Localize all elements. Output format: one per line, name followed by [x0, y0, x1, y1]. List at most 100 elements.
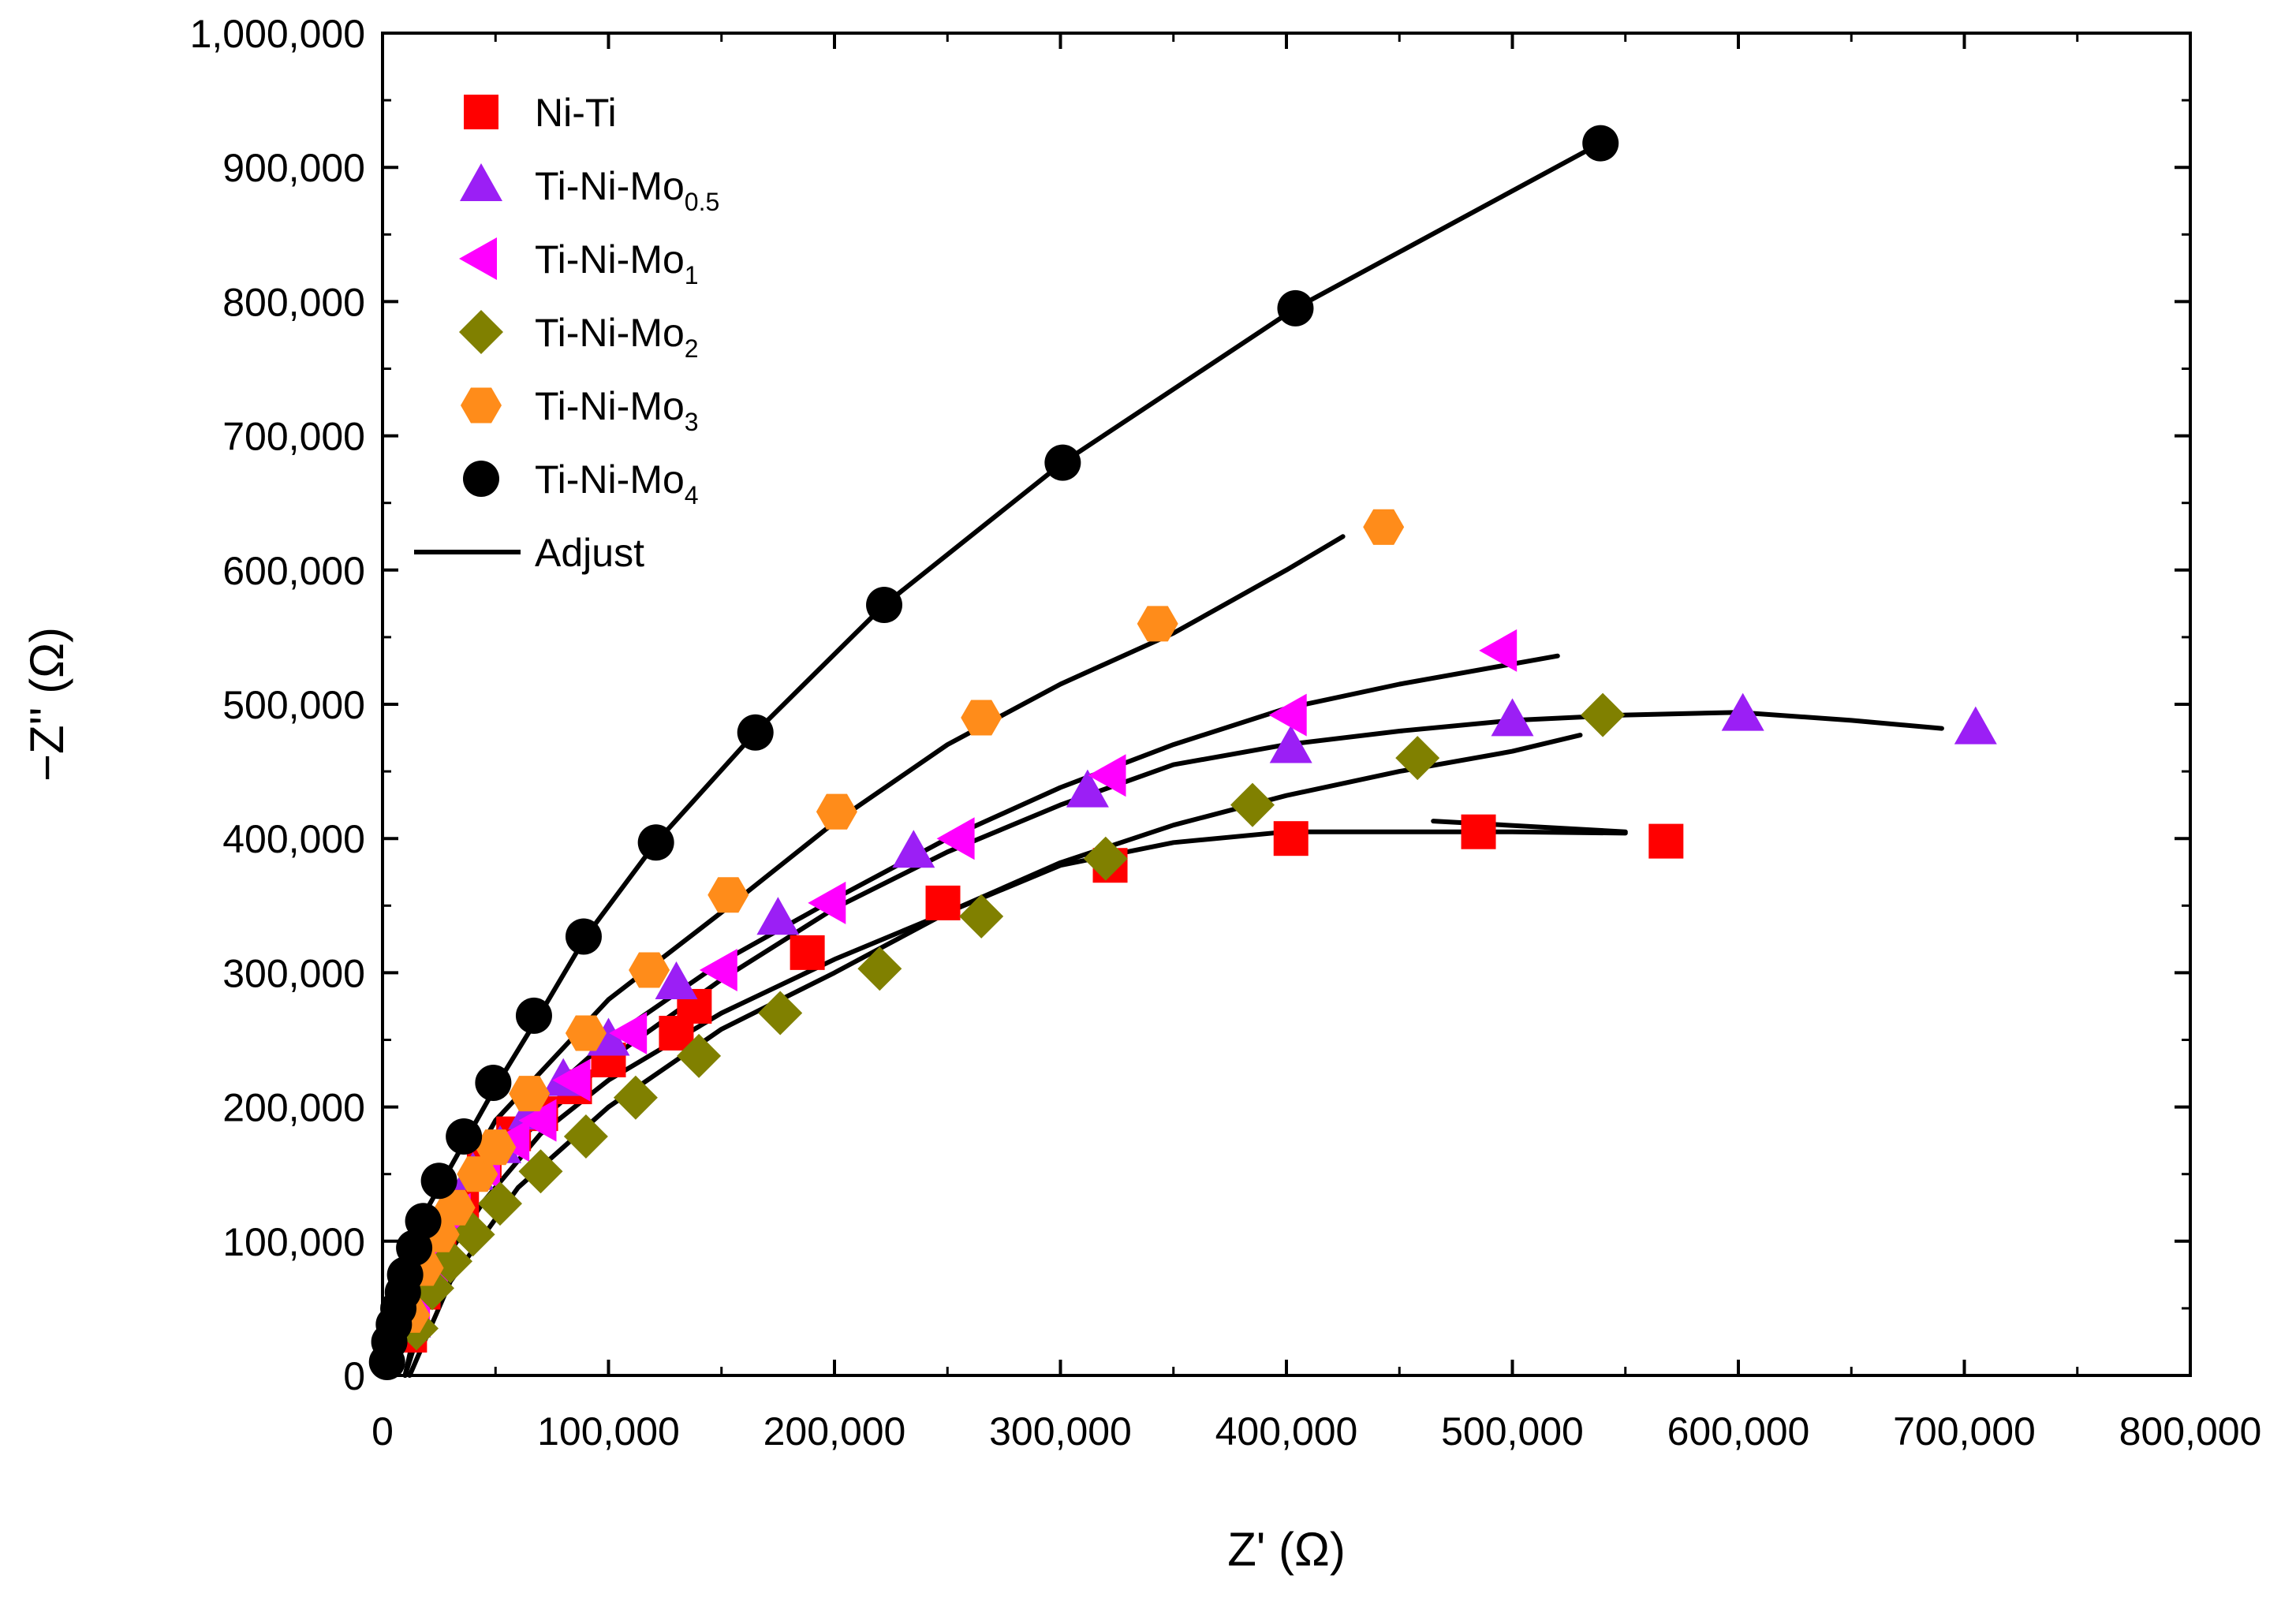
data-point — [563, 1114, 608, 1159]
x-tick-label: 200,000 — [763, 1409, 906, 1454]
data-point — [515, 997, 552, 1034]
x-axis-title: Z' (Ω) — [1227, 1523, 1346, 1576]
data-point — [1083, 836, 1128, 881]
y-tick-label: 0 — [343, 1354, 365, 1398]
y-tick-label: 500,000 — [222, 683, 365, 727]
data-point — [475, 1064, 512, 1101]
data-point — [637, 824, 674, 861]
y-tick-label: 600,000 — [222, 549, 365, 593]
data-point — [866, 587, 903, 624]
x-tick-label: 0 — [371, 1409, 394, 1454]
data-point — [1230, 782, 1275, 827]
data-point — [1582, 125, 1619, 162]
data-point — [1268, 693, 1307, 737]
legend: Ni-TiTi-Ni-Mo0.5Ti-Ni-Mo1Ti-Ni-Mo2Ti-Ni-… — [414, 91, 719, 575]
y-tick-label: 300,000 — [222, 951, 365, 995]
data-point — [808, 881, 846, 924]
data-point — [420, 1162, 457, 1200]
series-ti-ni-mo3 — [389, 509, 1405, 1333]
y-tick-label: 800,000 — [222, 280, 365, 324]
data-point — [1721, 692, 1764, 731]
x-tick-label: 300,000 — [989, 1409, 1132, 1454]
data-point — [552, 1058, 591, 1102]
data-point — [892, 830, 935, 868]
data-point — [1581, 692, 1626, 737]
plot-area — [381, 32, 2192, 1377]
data-point — [936, 817, 975, 860]
data-point — [1137, 606, 1178, 642]
data-point — [518, 1099, 557, 1142]
data-point — [1491, 698, 1534, 737]
data-point — [790, 935, 825, 970]
data-point — [629, 952, 670, 988]
data-point — [677, 1033, 722, 1078]
legend-marker — [459, 310, 503, 354]
data-point — [756, 897, 800, 935]
data-point — [1648, 823, 1684, 859]
x-tick-label: 600,000 — [1667, 1409, 1810, 1454]
data-point — [1461, 814, 1496, 849]
data-point — [707, 877, 749, 913]
legend-item: Ti-Ni-Mo4 — [463, 457, 699, 509]
y-tick-label: 1,000,000 — [190, 12, 365, 56]
data-point — [478, 1181, 522, 1226]
data-point — [961, 700, 1002, 736]
data-point — [1363, 509, 1405, 545]
legend-label: Ti-Ni-Mo2 — [535, 311, 699, 363]
data-point — [1395, 736, 1440, 781]
data-point — [609, 1012, 648, 1054]
x-tick-label: 100,000 — [537, 1409, 680, 1454]
legend-item-fit: Adjust — [414, 531, 644, 575]
y-tick-label: 400,000 — [222, 817, 365, 861]
data-point — [737, 714, 774, 751]
data-point — [565, 918, 602, 955]
data-point — [1277, 289, 1314, 327]
data-point — [509, 1076, 551, 1112]
data-point — [434, 1189, 476, 1226]
data-point — [959, 894, 1004, 939]
data-point — [518, 1149, 563, 1194]
x-tick-label: 700,000 — [1893, 1409, 2036, 1454]
legend-item: Ti-Ni-Mo2 — [459, 310, 699, 363]
legend-label: Ni-Ti — [535, 91, 617, 135]
data-point — [758, 991, 803, 1036]
y-tick-label: 900,000 — [222, 146, 365, 190]
data-point — [446, 1118, 483, 1155]
legend-marker — [461, 387, 502, 424]
data-point — [475, 1129, 517, 1166]
data-point — [699, 949, 737, 991]
data-point — [925, 885, 961, 920]
data-point — [857, 946, 902, 991]
series-ti-ni-mo4 — [368, 125, 1619, 1380]
x-tick-label: 800,000 — [2119, 1409, 2262, 1454]
x-tick-label: 400,000 — [1215, 1409, 1358, 1454]
data-point — [613, 1075, 658, 1120]
data-point — [1954, 706, 1997, 745]
data-point — [1479, 629, 1518, 672]
data-point — [1044, 444, 1081, 481]
y-axis-title: −Z'' (Ω) — [21, 627, 73, 782]
y-tick-label: 200,000 — [222, 1086, 365, 1130]
legend-item: Ti-Ni-Mo3 — [461, 384, 699, 436]
data-point — [565, 1015, 607, 1051]
data-point — [1269, 725, 1312, 763]
legend-label: Ti-Ni-Mo3 — [535, 384, 699, 436]
data-point — [405, 1203, 442, 1240]
y-tick-label: 700,000 — [222, 415, 365, 459]
data-point — [1066, 769, 1109, 808]
legend-item: Ni-Ti — [464, 91, 617, 135]
legend-marker — [460, 163, 502, 201]
legend-label: Ti-Ni-Mo4 — [535, 457, 699, 509]
legend-label: Adjust — [535, 531, 644, 575]
data-point — [1273, 821, 1309, 856]
data-point — [816, 793, 857, 830]
x-tick-label: 500,000 — [1441, 1409, 1584, 1454]
data-point — [655, 961, 698, 999]
legend-marker — [459, 237, 497, 280]
data-markers — [368, 125, 1997, 1380]
legend-marker — [464, 95, 498, 129]
legend-label: Ti-Ni-Mo1 — [535, 237, 699, 289]
legend-marker — [463, 461, 499, 497]
